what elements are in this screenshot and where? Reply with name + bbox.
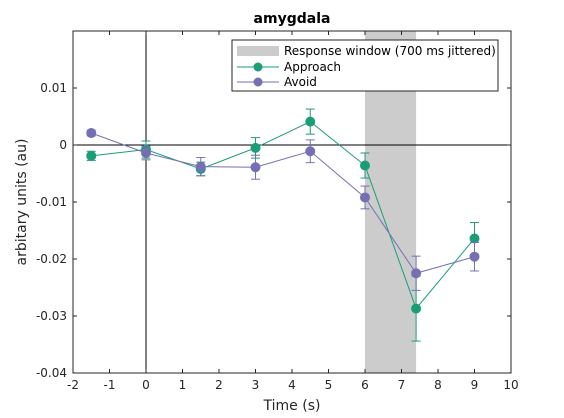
y-axis-title: arbitary units (au) xyxy=(14,139,30,266)
legend-label-response-window: Response window (700 ms jittered) xyxy=(284,44,496,58)
x-tick-label: 5 xyxy=(325,378,333,392)
y-tick-label: -0.03 xyxy=(36,309,67,323)
data-point-approach xyxy=(360,160,370,171)
y-tick-label: -0.01 xyxy=(36,195,67,209)
ticks-layer: -2 -1 0 1 2 3 4 5 6 7 8 9 10 -0.04 -0.03 -0.02 -0.01 0 0.0… xyxy=(36,31,519,392)
legend-marker-approach xyxy=(253,62,263,72)
data-point-avoid xyxy=(195,161,206,172)
x-tick-label: 6 xyxy=(361,378,369,392)
y-tick-label: 0 xyxy=(59,138,67,152)
data-point-approach xyxy=(469,233,480,244)
x-tick-label: 4 xyxy=(288,378,296,392)
series-line-approach xyxy=(91,121,475,310)
series-line-avoid xyxy=(91,132,475,274)
x-axis-title: Time (s) xyxy=(263,398,321,414)
legend-label-approach: Approach xyxy=(284,60,341,74)
legend-label-avoid: Avoid xyxy=(284,75,317,89)
x-tick-label: 1 xyxy=(179,378,187,392)
y-tick-label: -0.04 xyxy=(36,366,67,380)
y-tick-label: -0.02 xyxy=(36,252,67,266)
data-point-approach xyxy=(305,116,316,127)
data-point-approach xyxy=(411,303,422,314)
series-layer xyxy=(86,108,480,342)
legend-swatch-response-window xyxy=(237,46,279,56)
data-point-avoid xyxy=(305,146,316,157)
data-point-avoid xyxy=(360,192,370,203)
x-tick-label: 9 xyxy=(471,378,479,392)
data-point-avoid xyxy=(86,128,97,139)
chart-title: amygdala xyxy=(254,11,331,27)
series-approach xyxy=(86,108,480,342)
x-tick-label: 7 xyxy=(398,378,406,392)
x-tick-label: 3 xyxy=(252,378,260,392)
data-point-avoid xyxy=(411,268,422,279)
x-tick-label: -1 xyxy=(104,378,116,392)
x-tick-label: 0 xyxy=(142,378,150,392)
legend: Response window (700 ms jittered) Approac… xyxy=(231,39,499,92)
series-avoid xyxy=(86,128,480,291)
legend-marker-avoid xyxy=(253,77,263,87)
data-point-avoid xyxy=(141,147,151,158)
y-tick-label: 0.01 xyxy=(40,81,67,95)
x-tick-label: 10 xyxy=(503,378,518,392)
data-point-approach xyxy=(86,150,97,161)
data-point-avoid xyxy=(250,162,261,173)
data-point-avoid xyxy=(469,251,480,262)
x-tick-label: 2 xyxy=(215,378,223,392)
x-tick-label: 8 xyxy=(434,378,442,392)
x-tick-label: -2 xyxy=(67,378,79,392)
data-point-approach xyxy=(250,142,261,153)
